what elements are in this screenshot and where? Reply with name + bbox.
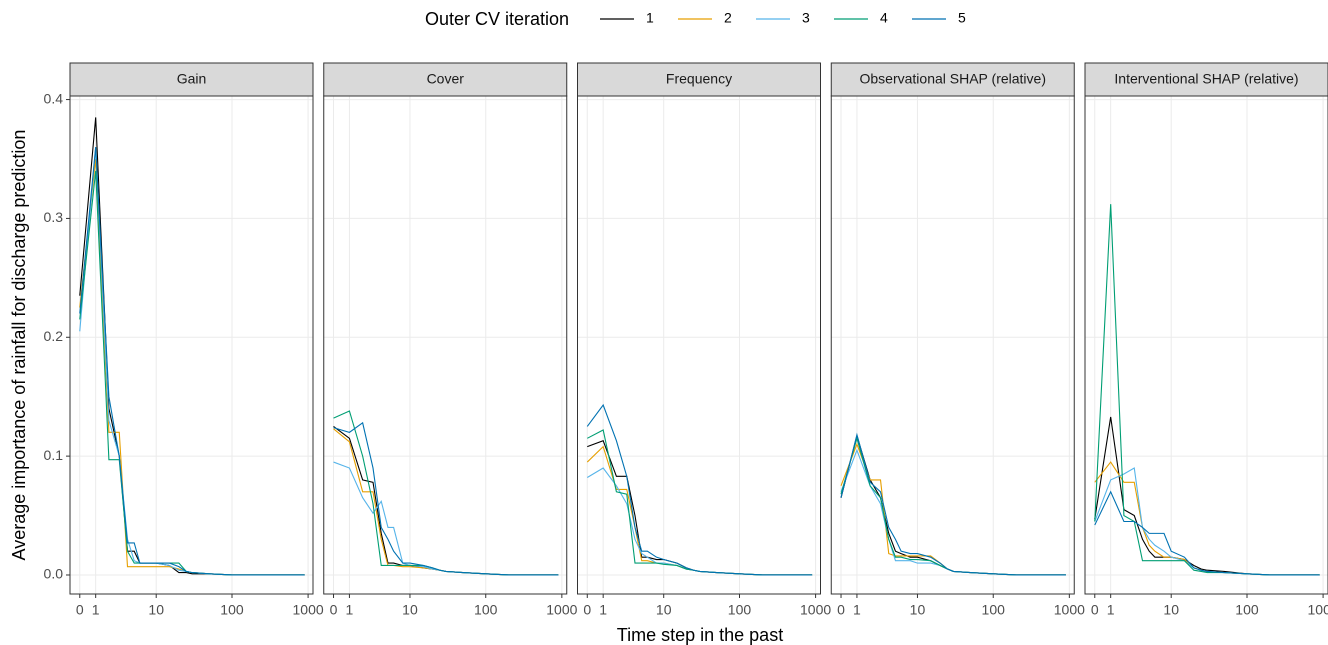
series-line <box>79 147 305 576</box>
x-tick-label: 1000 <box>800 602 831 618</box>
panel-border <box>577 95 821 595</box>
series-line <box>586 403 813 576</box>
panel-background <box>1085 96 1328 594</box>
legend-label: 5 <box>958 10 966 26</box>
x-tick-label: 100 <box>1235 602 1259 618</box>
series-line <box>1094 490 1320 576</box>
x-axis-title: Time step in the past <box>617 625 783 645</box>
x-tick-label: 0 <box>330 602 338 618</box>
legend-label: 3 <box>802 10 810 26</box>
panel-border <box>69 95 314 595</box>
panel-background <box>577 96 821 594</box>
y-tick-label: 0.2 <box>44 328 64 344</box>
x-tick-label: 10 <box>402 602 418 618</box>
x-tick-label: 0 <box>837 602 845 618</box>
y-axis-title: Average importance of rainfall for disch… <box>9 130 29 561</box>
legend-label: 1 <box>646 10 654 26</box>
x-tick-label: 100 <box>982 602 1006 618</box>
series-line <box>333 421 559 576</box>
x-tick-label: 1 <box>1107 602 1115 618</box>
x-tick-label: 10 <box>656 602 672 618</box>
series-line <box>840 432 1066 576</box>
x-tick-label: 100 <box>728 602 752 618</box>
x-tick-label: 1000 <box>293 602 324 618</box>
x-tick-label: 1 <box>853 602 861 618</box>
x-tick-label: 1000 <box>546 602 577 618</box>
x-tick-label: 0 <box>76 602 84 618</box>
facet-title: Observational SHAP (relative) <box>860 71 1046 87</box>
panel-background <box>323 96 567 594</box>
x-tick-label: 1000 <box>1054 602 1085 618</box>
panel-background <box>70 96 313 594</box>
panel-border <box>1084 95 1328 595</box>
x-tick-label: 0 <box>1091 602 1099 618</box>
facet-title: Cover <box>427 71 465 87</box>
facet-strip <box>830 62 1075 97</box>
panel-border <box>323 95 568 595</box>
panel-background <box>831 96 1075 594</box>
x-tick-label: 0 <box>583 602 591 618</box>
legend-title: Outer CV iteration <box>425 9 569 29</box>
x-tick-label: 10 <box>910 602 926 618</box>
facet-title: Interventional SHAP (relative) <box>1114 71 1298 87</box>
x-tick-label: 1000 <box>1308 602 1328 618</box>
y-tick-label: 0.1 <box>44 447 64 463</box>
legend-label: 2 <box>724 10 732 26</box>
x-tick-label: 1 <box>346 602 354 618</box>
facet-title: Frequency <box>666 71 732 87</box>
x-tick-label: 100 <box>474 602 498 618</box>
facet-strip <box>69 62 314 97</box>
panel-border <box>830 95 1075 595</box>
facet-title: Gain <box>177 71 207 87</box>
y-tick-label: 0.4 <box>44 90 64 106</box>
x-tick-label: 10 <box>148 602 164 618</box>
facet-strip <box>323 62 568 97</box>
y-tick-label: 0.3 <box>44 209 64 225</box>
x-tick-label: 100 <box>220 602 244 618</box>
x-tick-label: 10 <box>1163 602 1179 618</box>
facet-strip <box>577 62 821 97</box>
y-tick-label: 0.0 <box>44 566 64 582</box>
x-tick-label: 1 <box>92 602 100 618</box>
x-tick-label: 1 <box>599 602 607 618</box>
legend-label: 4 <box>880 10 888 26</box>
